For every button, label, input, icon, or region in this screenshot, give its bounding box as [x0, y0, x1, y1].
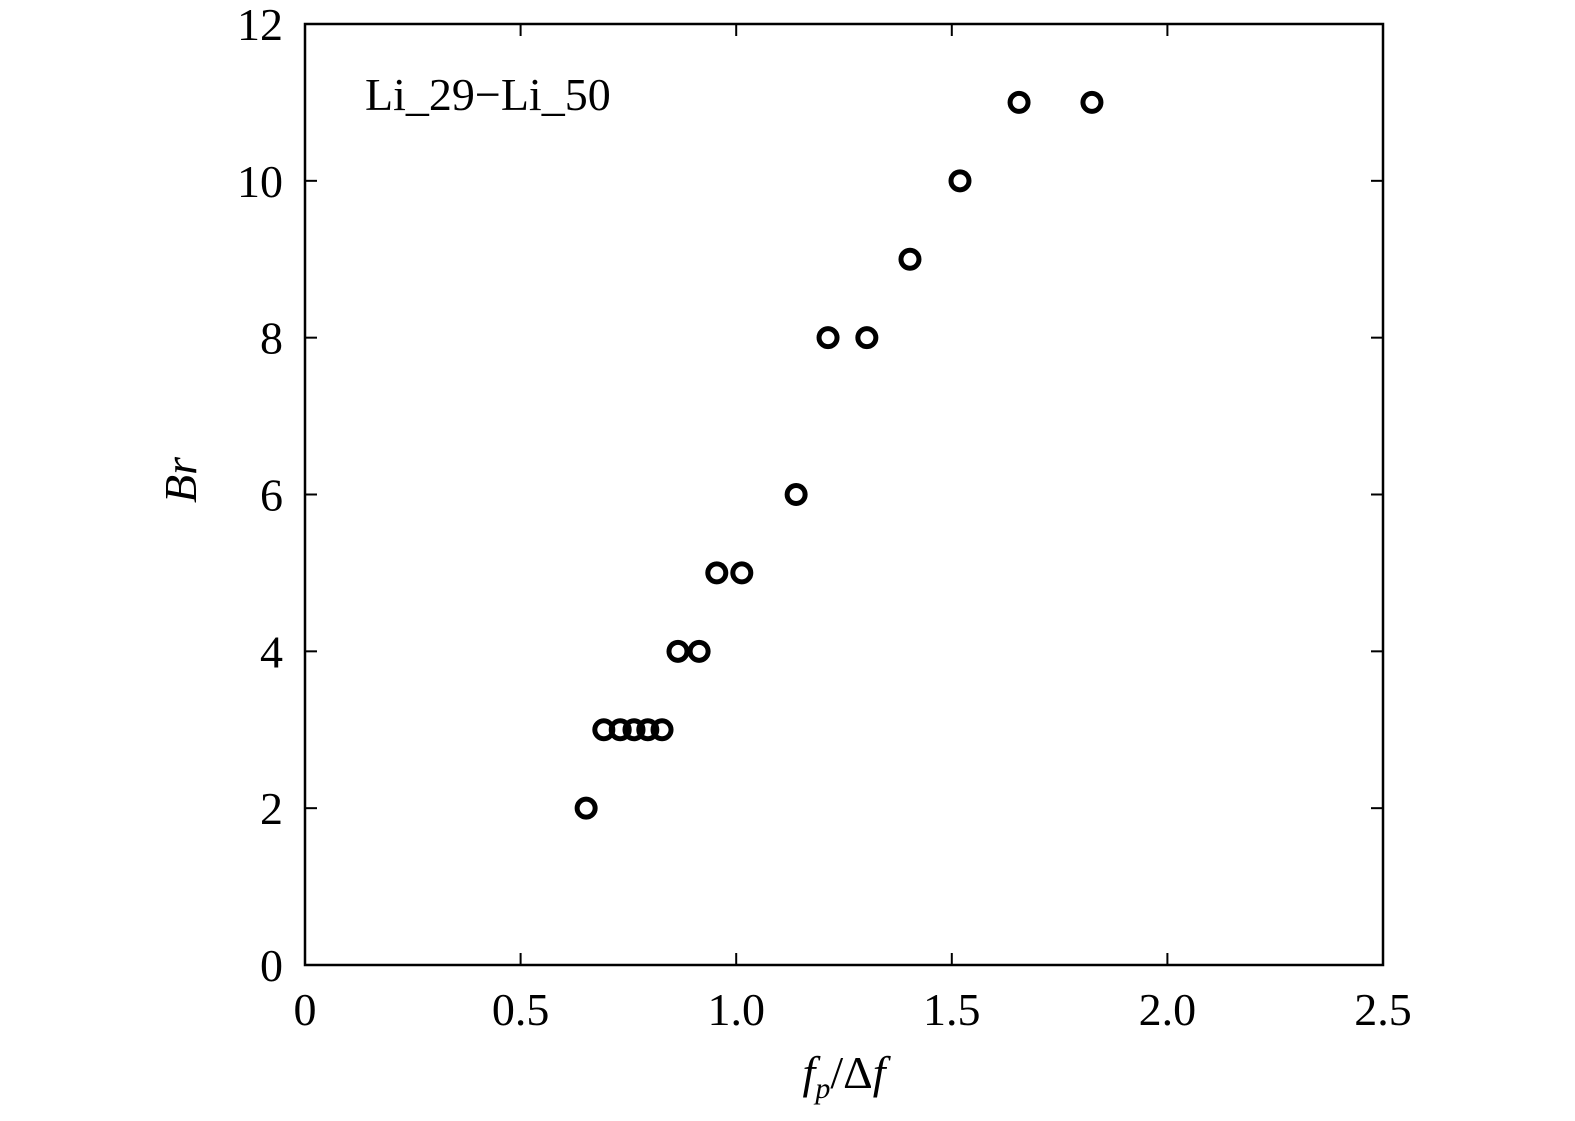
x-tick-label: 1.0 [707, 984, 765, 1035]
point [898, 247, 922, 271]
point [948, 169, 972, 193]
x-tick-label: 1.5 [923, 984, 981, 1035]
x-label-part: f [873, 1047, 892, 1098]
point [730, 561, 754, 585]
y-axis-label: Br [155, 456, 206, 503]
y-tick-label: 0 [260, 940, 283, 991]
y-tick-label: 4 [260, 626, 283, 677]
point [666, 639, 690, 663]
point [1007, 90, 1031, 114]
x-tick-label: 0.5 [492, 984, 550, 1035]
point [687, 639, 711, 663]
x-tick-label: 2.5 [1354, 984, 1412, 1035]
x-tick-label: 2.0 [1139, 984, 1197, 1035]
y-tick-label: 10 [237, 156, 283, 207]
y-tick-label: 12 [237, 0, 283, 50]
point [816, 326, 840, 350]
point [1080, 90, 1104, 114]
y-tick-label: 2 [260, 783, 283, 834]
point [622, 718, 646, 742]
x-label-part: p [813, 1072, 830, 1105]
point [574, 796, 598, 820]
y-tick-label: 6 [260, 470, 283, 521]
x-tick-label: 0 [294, 984, 317, 1035]
point [636, 718, 660, 742]
point [650, 718, 674, 742]
point [784, 483, 808, 506]
point [608, 718, 632, 742]
annotation: Li_29−Li_50 [365, 69, 611, 120]
plot-frame [303, 22, 1385, 967]
x-axis-label: fp/Δf [803, 1047, 892, 1105]
x-label-part: /Δ [830, 1047, 872, 1098]
point [705, 561, 729, 585]
point [855, 326, 879, 350]
y-tick-label: 8 [260, 313, 283, 364]
